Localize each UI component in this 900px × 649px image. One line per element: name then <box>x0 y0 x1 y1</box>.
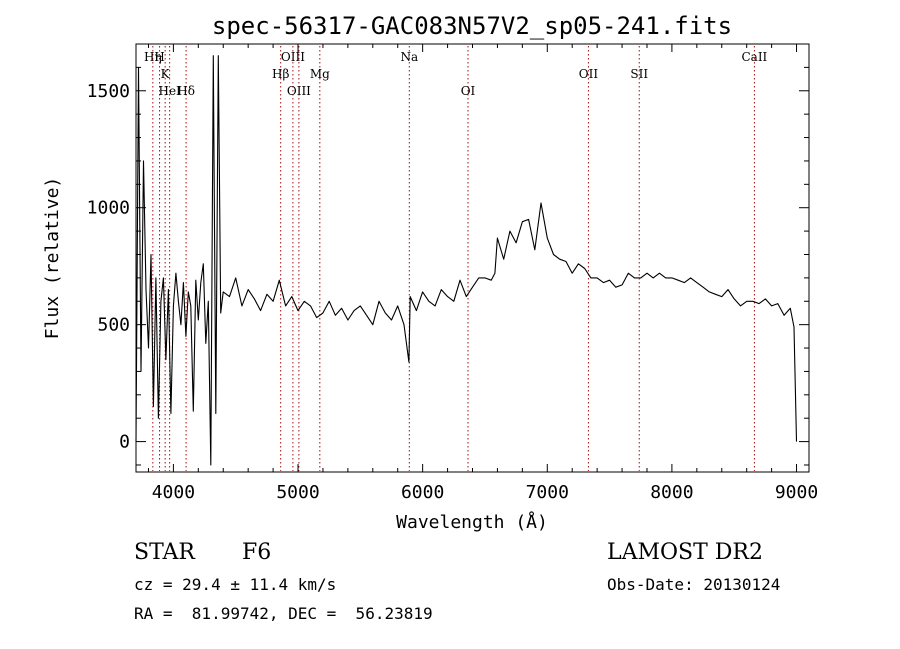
axis-ticks-layer: 4000 5000 6000 7000 8000 9000 0 500 1000 1500 <box>87 44 818 503</box>
coordinates: RA = 81.99742, DEC = 56.23819 <box>134 604 433 623</box>
line-label-4: Hδ <box>177 84 195 98</box>
line-label-2: K <box>161 67 171 81</box>
line-label-5: Hβ <box>272 67 289 81</box>
object-class: STAR <box>134 540 195 565</box>
y-tick-label-0: 0 <box>119 432 130 453</box>
redshift-value: cz = 29.4 ± 11.4 km/s <box>134 575 337 594</box>
line-label-3: HeI <box>158 84 181 98</box>
y-tick-label-3: 1500 <box>87 81 130 102</box>
line-label-9: Na <box>400 50 418 64</box>
line-label-13: CaII <box>741 50 767 64</box>
line-label-12: SII <box>630 67 648 81</box>
line-label-10: OI <box>461 84 476 98</box>
x-tick-label-3: 7000 <box>526 482 569 503</box>
line-label-1: H <box>154 50 164 64</box>
survey-name: LAMOST DR2 <box>607 540 763 565</box>
observation-date: Obs-Date: 20130124 <box>607 575 781 594</box>
x-tick-label-2: 6000 <box>401 482 444 503</box>
line-label-7: OIII <box>287 84 311 98</box>
x-tick-label-4: 8000 <box>650 482 693 503</box>
y-tick-label-1: 500 <box>97 315 130 336</box>
subclass: F6 <box>242 540 272 565</box>
x-tick-label-0: 4000 <box>152 482 195 503</box>
line-label-8: Mg <box>310 67 330 81</box>
x-tick-label-1: 5000 <box>276 482 319 503</box>
y-axis-label: Flux (relative) <box>42 177 63 340</box>
x-tick-label-5: 9000 <box>775 482 818 503</box>
spectrum-line-0 <box>135 55 798 466</box>
plot-frame <box>135 43 810 473</box>
series-layer <box>135 55 798 466</box>
line-label-0: Hη <box>144 50 162 64</box>
line-label-6: OIII <box>281 50 305 64</box>
chart-title: spec-56317-GAC083N57V2_sp05-241.fits <box>212 12 732 40</box>
x-axis-label: Wavelength (Å) <box>396 511 548 533</box>
y-tick-label-2: 1000 <box>87 198 130 219</box>
line-label-11: OII <box>579 67 599 81</box>
